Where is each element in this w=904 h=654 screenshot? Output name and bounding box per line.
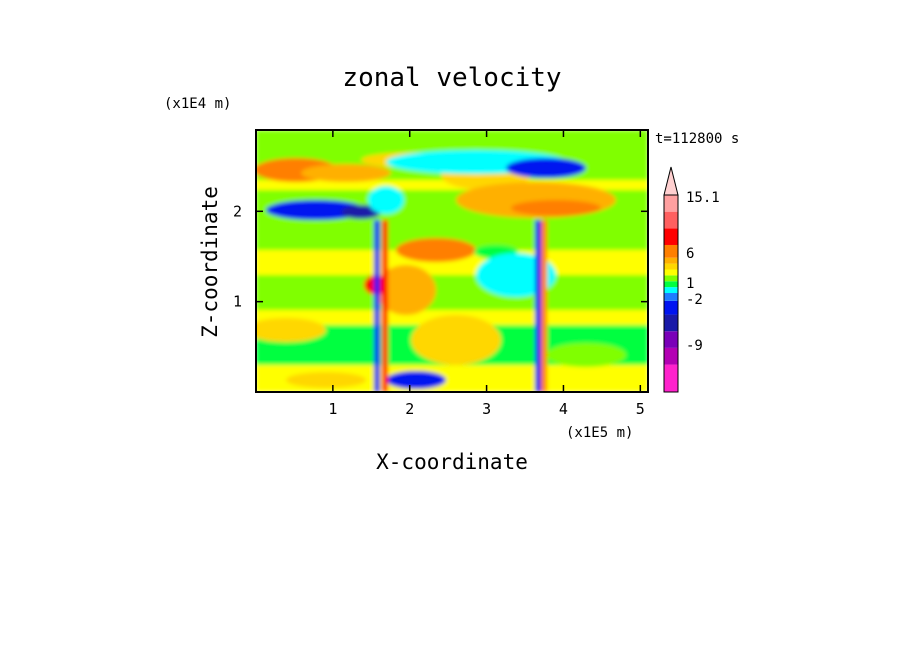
contour-region <box>535 220 541 392</box>
contour-region <box>396 238 476 262</box>
colorbar-extend-arrow <box>663 166 679 196</box>
colorbar-labels: 15.1 6 1 -2 -9 <box>686 190 720 354</box>
colorbar-band <box>664 281 678 288</box>
colorbar-band <box>664 195 678 212</box>
colorbar <box>663 166 679 393</box>
y-axis: 12 <box>233 202 648 311</box>
contour-region <box>368 186 404 214</box>
colorbar-band <box>664 347 678 365</box>
colorbar-label-neg9: -9 <box>686 338 703 354</box>
contour-region <box>301 164 391 182</box>
colorbar-band <box>664 211 678 229</box>
contour-region <box>341 205 381 219</box>
x-tick-label: 3 <box>482 400 491 418</box>
contour-region <box>286 372 366 388</box>
colorbar-band <box>664 364 678 392</box>
colorbar-band <box>664 228 678 245</box>
colorbar-label-6: 6 <box>686 246 694 262</box>
colorbar-band <box>664 275 678 282</box>
x-tick-label: 5 <box>636 400 645 418</box>
y-axis-label: Z-coordinate <box>198 186 222 338</box>
colorbar-band <box>664 287 678 294</box>
x-tick-label: 2 <box>405 400 414 418</box>
y-unit-label: (x1E4 m) <box>164 96 231 112</box>
colorbar-label-neg2: -2 <box>686 292 703 308</box>
colorbar-band <box>664 269 678 276</box>
contour-region <box>374 220 380 392</box>
contour-region <box>256 318 326 342</box>
contour-region <box>541 220 547 392</box>
colorbar-band <box>664 244 678 258</box>
x-axis-label: X-coordinate <box>376 450 528 474</box>
chart-title: zonal velocity <box>342 63 561 93</box>
plot-frame <box>255 129 649 393</box>
time-label: t=112800 s <box>655 131 739 147</box>
contour-field <box>256 130 648 392</box>
colorbar-band <box>664 263 678 270</box>
contour-region <box>376 265 436 315</box>
colorbar-band <box>664 293 678 301</box>
x-axis: 1 2 3 4 5 <box>328 130 645 418</box>
contour-region <box>411 315 501 365</box>
colorbar-band <box>664 300 678 315</box>
y-tick-label: 1 <box>233 293 242 311</box>
x-unit-label: (x1E5 m) <box>566 425 633 441</box>
contour-region <box>511 200 601 216</box>
contour-region <box>546 343 626 367</box>
contour-region <box>256 275 648 310</box>
colorbar-label-1: 1 <box>686 276 694 292</box>
x-tick-label: 1 <box>328 400 337 418</box>
colorbar-band <box>664 331 678 348</box>
contour-region <box>266 200 366 220</box>
y-tick-label: 2 <box>233 202 242 220</box>
colorbar-band <box>664 314 678 332</box>
contour-region <box>382 220 388 392</box>
contour-region <box>506 158 586 178</box>
contour-region <box>386 371 446 389</box>
colorbar-frame <box>663 194 679 393</box>
x-tick-label: 4 <box>559 400 568 418</box>
colorbar-label-top: 15.1 <box>686 190 720 206</box>
colorbar-band <box>664 257 678 264</box>
